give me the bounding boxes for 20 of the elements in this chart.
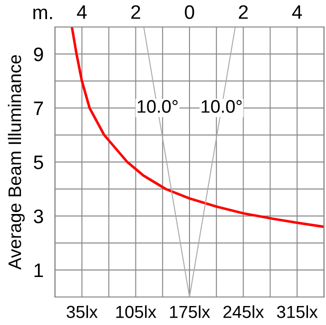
x-tick-label: 35lx: [66, 305, 98, 318]
x2-tick-label: 2: [238, 5, 248, 19]
y-tick-label: 1: [34, 264, 43, 278]
x2-tick-label: 4: [292, 5, 302, 19]
x2-tick-label: 2: [131, 5, 140, 19]
y-tick-label: 7: [34, 102, 43, 116]
x2-tick-label: 0: [184, 5, 194, 19]
line-series: [70, 27, 324, 228]
x-tick-label: 315lx: [277, 305, 318, 318]
annotation: 10.0°: [138, 100, 178, 113]
annotation: 10.0°: [202, 100, 242, 113]
x2-tick-label: 4: [76, 5, 87, 19]
y-axis-title: Average Beam Illuminance: [8, 55, 25, 270]
y-tick-label: 5: [34, 156, 44, 170]
x2-axis-title: m.: [33, 8, 52, 20]
x-tick-label: 245lx: [223, 305, 264, 318]
y-tick-label: 9: [34, 47, 43, 62]
x-tick-label: 175lx: [170, 305, 210, 318]
y-tick-label: 3: [34, 209, 44, 224]
x-tick-label: 105lx: [116, 305, 156, 318]
